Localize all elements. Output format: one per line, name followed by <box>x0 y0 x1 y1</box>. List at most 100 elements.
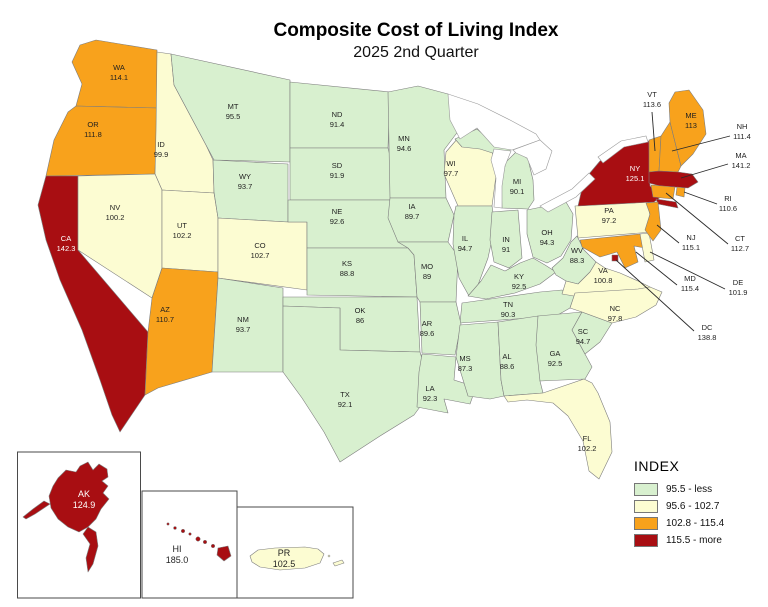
state-ri <box>675 186 686 198</box>
legend-class-label: 95.6 - 102.7 <box>666 501 720 512</box>
inset-box-hawaii <box>141 490 238 599</box>
lake-michigan <box>490 148 512 209</box>
legend-swatch-2 <box>634 517 658 530</box>
state-label-or: OR 111.8 <box>84 120 102 139</box>
state-label-mo: MO 89 <box>421 262 433 281</box>
state-label-ok: OK 86 <box>355 306 366 325</box>
state-label-hi: HI 185.0 <box>166 544 189 565</box>
state-label-ar: AR 89.6 <box>420 319 435 338</box>
callout-line-nj <box>656 224 680 244</box>
state-hi-island <box>210 543 216 549</box>
state-label-ga: GA 92.5 <box>548 349 563 368</box>
state-me <box>668 89 707 167</box>
legend-class-label: 95.5 - less <box>666 484 713 495</box>
state-label-ak: AK 124.9 <box>73 489 96 510</box>
state-ia <box>387 197 455 243</box>
legend-row: 95.6 - 102.7 <box>634 498 764 515</box>
state-nj <box>644 201 662 242</box>
state-az <box>144 267 219 396</box>
state-oh <box>526 201 574 264</box>
state-ks <box>306 247 418 298</box>
callout-label-ma: MA 141.2 <box>732 151 751 170</box>
state-label-il: IL 94.7 <box>458 234 473 253</box>
state-label-wy: WY 93.7 <box>238 172 253 191</box>
inset-box-puerto-rico <box>236 506 354 599</box>
legend-row: 115.5 - more <box>634 532 764 549</box>
state-ak <box>48 461 110 533</box>
lake-erie <box>539 172 596 213</box>
state-label-sc: SC 94.7 <box>576 327 591 346</box>
state-label-nm: NM 93.7 <box>236 315 251 334</box>
state-label-fl: FL 102.2 <box>578 434 597 453</box>
state-label-ne: NE 92.6 <box>330 207 345 226</box>
callout-label-ct: CT 112.7 <box>731 234 749 253</box>
state-in <box>489 209 523 269</box>
state-hi <box>216 545 232 562</box>
state-hi-island <box>166 522 170 526</box>
state-label-id: ID 99.9 <box>154 140 169 159</box>
state-hi-island <box>202 539 208 545</box>
state-label-wi: WI 97.7 <box>444 159 459 178</box>
state-label-ky: KY 92.5 <box>512 272 527 291</box>
lake-ontario <box>597 135 649 164</box>
legend-row: 95.5 - less <box>634 481 764 498</box>
callout-label-de: DE 101.9 <box>729 278 748 297</box>
state-label-va: VA 100.8 <box>594 266 613 285</box>
callout-label-nj: NJ 115.1 <box>682 233 700 252</box>
callout-line-nh <box>671 135 731 152</box>
state-label-wv: WV 88.3 <box>570 246 585 265</box>
state-label-ia: IA 89.7 <box>405 202 420 221</box>
legend-row: 102.8 - 115.4 <box>634 515 764 532</box>
state-pr <box>249 546 325 571</box>
state-label-nv: NV 100.2 <box>106 203 125 222</box>
state-pr <box>332 559 345 567</box>
state-label-nc: NC 97.8 <box>608 304 623 323</box>
state-label-ms: MS 87.3 <box>458 354 473 373</box>
lake-superior <box>447 93 541 151</box>
lake-huron <box>512 139 553 176</box>
state-label-al: AL 88.6 <box>500 352 515 371</box>
state-ky <box>467 257 557 300</box>
state-la <box>416 353 477 414</box>
legend: INDEX 95.5 - less 95.6 - 102.7 102.8 - 115… <box>634 458 764 549</box>
state-hi-island <box>173 526 177 530</box>
callout-label-vt: VT 113.6 <box>643 90 661 109</box>
page-title: Composite Cost of Living Index <box>273 20 559 41</box>
state-label-co: CO 102.7 <box>251 241 270 260</box>
legend-swatch-3 <box>634 534 658 547</box>
state-label-oh: OH 94.3 <box>540 228 555 247</box>
state-label-az: AZ 110.7 <box>156 305 174 324</box>
callout-label-dc: DC 138.8 <box>698 323 717 342</box>
legend-swatch-1 <box>634 500 658 513</box>
callout-line-dc <box>615 259 695 332</box>
state-wy <box>212 159 289 223</box>
callout-label-ri: RI 110.6 <box>719 194 737 213</box>
state-de <box>639 232 655 263</box>
state-fl <box>503 378 613 480</box>
callout-label-nh: NH 111.4 <box>733 122 751 141</box>
state-label-mt: MT 95.5 <box>226 102 241 121</box>
state-hi-island <box>180 528 186 534</box>
state-nh <box>658 121 682 173</box>
callout-label-md: MD 115.4 <box>681 274 699 293</box>
state-hi-island <box>195 536 201 542</box>
state-label-wa: WA 114.1 <box>110 63 128 82</box>
state-nc <box>569 286 663 324</box>
state-label-tn: TN 90.3 <box>501 300 516 319</box>
state-hi-island <box>188 532 192 536</box>
state-label-la: LA 92.3 <box>423 384 438 403</box>
callout-line-ct <box>665 192 729 245</box>
legend-title: INDEX <box>634 458 680 474</box>
state-label-tx: TX 92.1 <box>338 390 353 409</box>
state-label-nd: ND 91.4 <box>330 110 345 129</box>
inset-box-alaska <box>17 451 141 599</box>
callout-line-vt <box>651 111 656 152</box>
state-label-pr: PR 102.5 <box>273 548 296 569</box>
state-label-ks: KS 88.8 <box>340 259 355 278</box>
legend-class-label: 102.8 - 115.4 <box>666 518 725 529</box>
state-or <box>45 105 158 177</box>
state-label-in: IN 91 <box>502 235 510 254</box>
state-label-sd: SD 91.9 <box>330 161 345 180</box>
